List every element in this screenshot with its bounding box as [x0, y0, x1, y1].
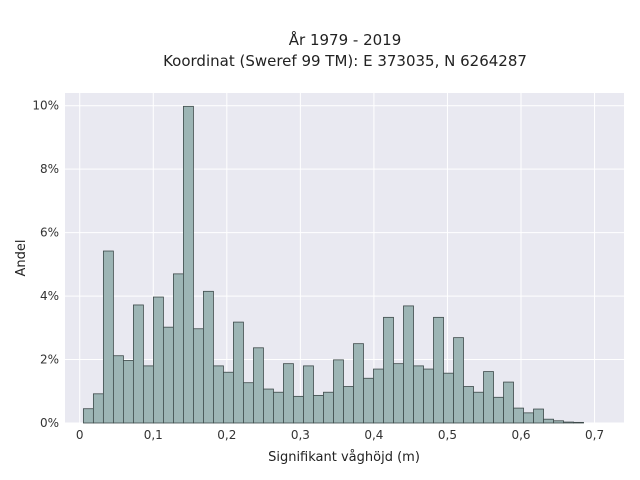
histogram-bar: [303, 365, 314, 424]
histogram-bar: [393, 363, 404, 424]
x-tick-label: 0,1: [144, 428, 163, 442]
x-tick-label: 0,3: [291, 428, 310, 442]
x-axis-title: Signifikant våghöjd (m): [268, 450, 420, 465]
histogram-bar: [213, 365, 224, 424]
histogram-bar: [243, 382, 254, 424]
histogram-bar: [263, 388, 274, 424]
histogram-bar: [473, 391, 484, 424]
histogram-bar: [273, 391, 284, 424]
histogram-bar: [223, 371, 234, 424]
histogram-bar: [203, 290, 214, 424]
histogram-bar: [333, 359, 344, 424]
histogram-bar: [553, 420, 564, 424]
histogram-bar: [543, 418, 554, 424]
histogram-bar: [423, 368, 434, 424]
histogram-bar: [363, 377, 374, 424]
y-axis-title: Andel: [14, 240, 29, 277]
y-tick-label: 4%: [40, 289, 59, 303]
histogram-bar: [433, 316, 444, 424]
histogram-bar: [443, 372, 454, 424]
histogram-bar: [403, 305, 414, 424]
histogram-bar: [533, 408, 544, 424]
histogram-bar: [113, 355, 124, 424]
histogram-bar: [92, 393, 104, 424]
x-tick-label: 0,2: [217, 428, 236, 442]
histogram-bar: [82, 408, 94, 424]
y-tick-label: 6%: [40, 226, 59, 240]
histogram-bar: [353, 343, 364, 424]
y-tick-label: 2%: [40, 353, 59, 367]
histogram-bar: [383, 316, 394, 424]
chart-title-line-2: Koordinat (Sweref 99 TM): E 373035, N 62…: [163, 52, 527, 70]
histogram-bar: [483, 371, 494, 424]
histogram-bar: [233, 321, 244, 424]
histogram-bar: [463, 386, 474, 424]
histogram-bar: [293, 395, 304, 424]
histogram-bar: [163, 326, 174, 424]
histogram-bar: [102, 250, 114, 424]
histogram-bar: [313, 394, 324, 424]
y-tick-label: 8%: [40, 162, 59, 176]
axis-tick-labels: 0 0,1 0,2 0,3 0,4 0,5 0,6 0,7 0% 2% 4% 6% 8% 10%: [32, 99, 604, 442]
histogram-bar: [183, 105, 194, 424]
histogram-bar: [413, 365, 424, 424]
histogram-bar: [132, 304, 144, 424]
x-tick-label: 0,7: [585, 428, 604, 442]
histogram-bar: [283, 363, 294, 424]
histogram-bar: [323, 391, 334, 424]
histogram-bar: [493, 396, 504, 424]
y-tick-label: 10%: [32, 99, 59, 113]
histogram-bar: [523, 412, 534, 424]
histogram-bar: [373, 368, 384, 424]
histogram-bar: [503, 381, 514, 424]
histogram-bar: [453, 337, 464, 424]
histogram-bar: [193, 328, 204, 424]
x-tick-label: 0: [76, 428, 84, 442]
x-tick-label: 0,4: [364, 428, 383, 442]
histogram-bar: [153, 296, 164, 424]
histogram-bar: [123, 360, 134, 424]
histogram-bar: [253, 347, 264, 424]
histogram-bar: [563, 421, 574, 424]
grid-lines: [65, 93, 624, 424]
x-tick-label: 0,5: [438, 428, 457, 442]
chart-title-line-1: År 1979 - 2019: [289, 30, 402, 49]
x-tick-label: 0,6: [511, 428, 530, 442]
histogram-bars: [82, 105, 584, 424]
histogram-bar: [573, 421, 584, 424]
histogram-bar: [343, 386, 354, 424]
histogram-bar: [143, 365, 154, 424]
y-tick-label: 0%: [40, 416, 59, 430]
histogram-bar: [173, 273, 184, 424]
histogram-bar: [513, 407, 524, 424]
